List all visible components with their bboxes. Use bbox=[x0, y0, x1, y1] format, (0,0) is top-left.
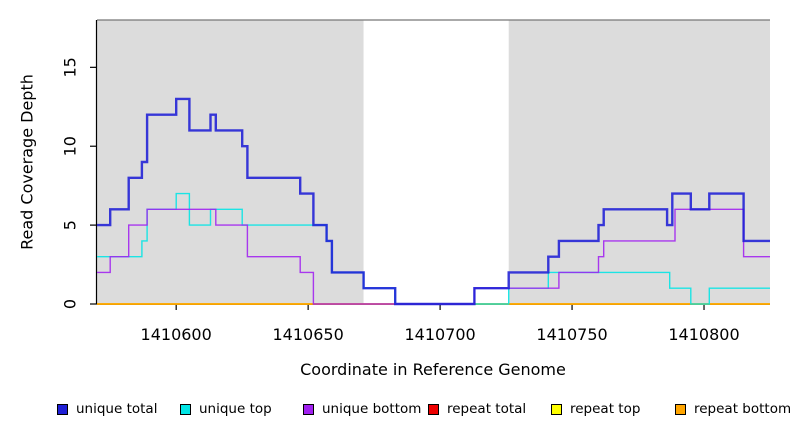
y-tick-label: 10 bbox=[61, 136, 80, 156]
y-axis-title: Read Coverage Depth bbox=[17, 74, 37, 250]
legend-label: unique total bbox=[76, 401, 158, 417]
x-tick-label: 1410700 bbox=[404, 325, 475, 344]
x-tick-label: 1410600 bbox=[141, 325, 212, 344]
legend-label: unique top bbox=[199, 401, 272, 417]
legend-swatch-repeat-bottom bbox=[675, 403, 686, 415]
x-tick-label: 1410800 bbox=[668, 325, 739, 344]
legend-item-repeat-total: repeat total bbox=[428, 400, 526, 418]
legend-swatch-repeat-top bbox=[551, 403, 562, 415]
legend-item-unique-total: unique total bbox=[57, 400, 157, 418]
y-tick-label: 5 bbox=[61, 220, 80, 230]
legend-label: repeat bottom bbox=[694, 401, 792, 417]
legend-label: repeat total bbox=[447, 401, 527, 417]
legend-item-repeat-bottom: repeat bottom bbox=[675, 400, 791, 418]
legend-swatch-repeat-total bbox=[428, 403, 439, 415]
shaded-region bbox=[97, 20, 364, 304]
legend: unique total unique top unique bottom repea… bbox=[0, 400, 792, 422]
legend-label: repeat top bbox=[570, 401, 641, 417]
legend-item-unique-bottom: unique bottom bbox=[303, 400, 421, 418]
y-tick-label: 15 bbox=[61, 57, 80, 77]
x-tick-label: 1410650 bbox=[273, 325, 344, 344]
legend-label: unique bottom bbox=[322, 401, 422, 417]
legend-swatch-unique-bottom bbox=[303, 403, 314, 415]
legend-item-repeat-top: repeat top bbox=[551, 400, 640, 418]
legend-swatch-unique-total bbox=[57, 403, 68, 415]
series-unique-total bbox=[97, 97, 770, 306]
legend-item-unique-top: unique top bbox=[180, 400, 272, 418]
series-unique-bottom bbox=[97, 208, 770, 305]
x-axis-title: Coordinate in Reference Genome bbox=[300, 360, 566, 379]
x-tick-label: 1410750 bbox=[536, 325, 607, 344]
y-tick-label: 0 bbox=[61, 299, 80, 309]
legend-swatch-unique-top bbox=[180, 403, 191, 415]
